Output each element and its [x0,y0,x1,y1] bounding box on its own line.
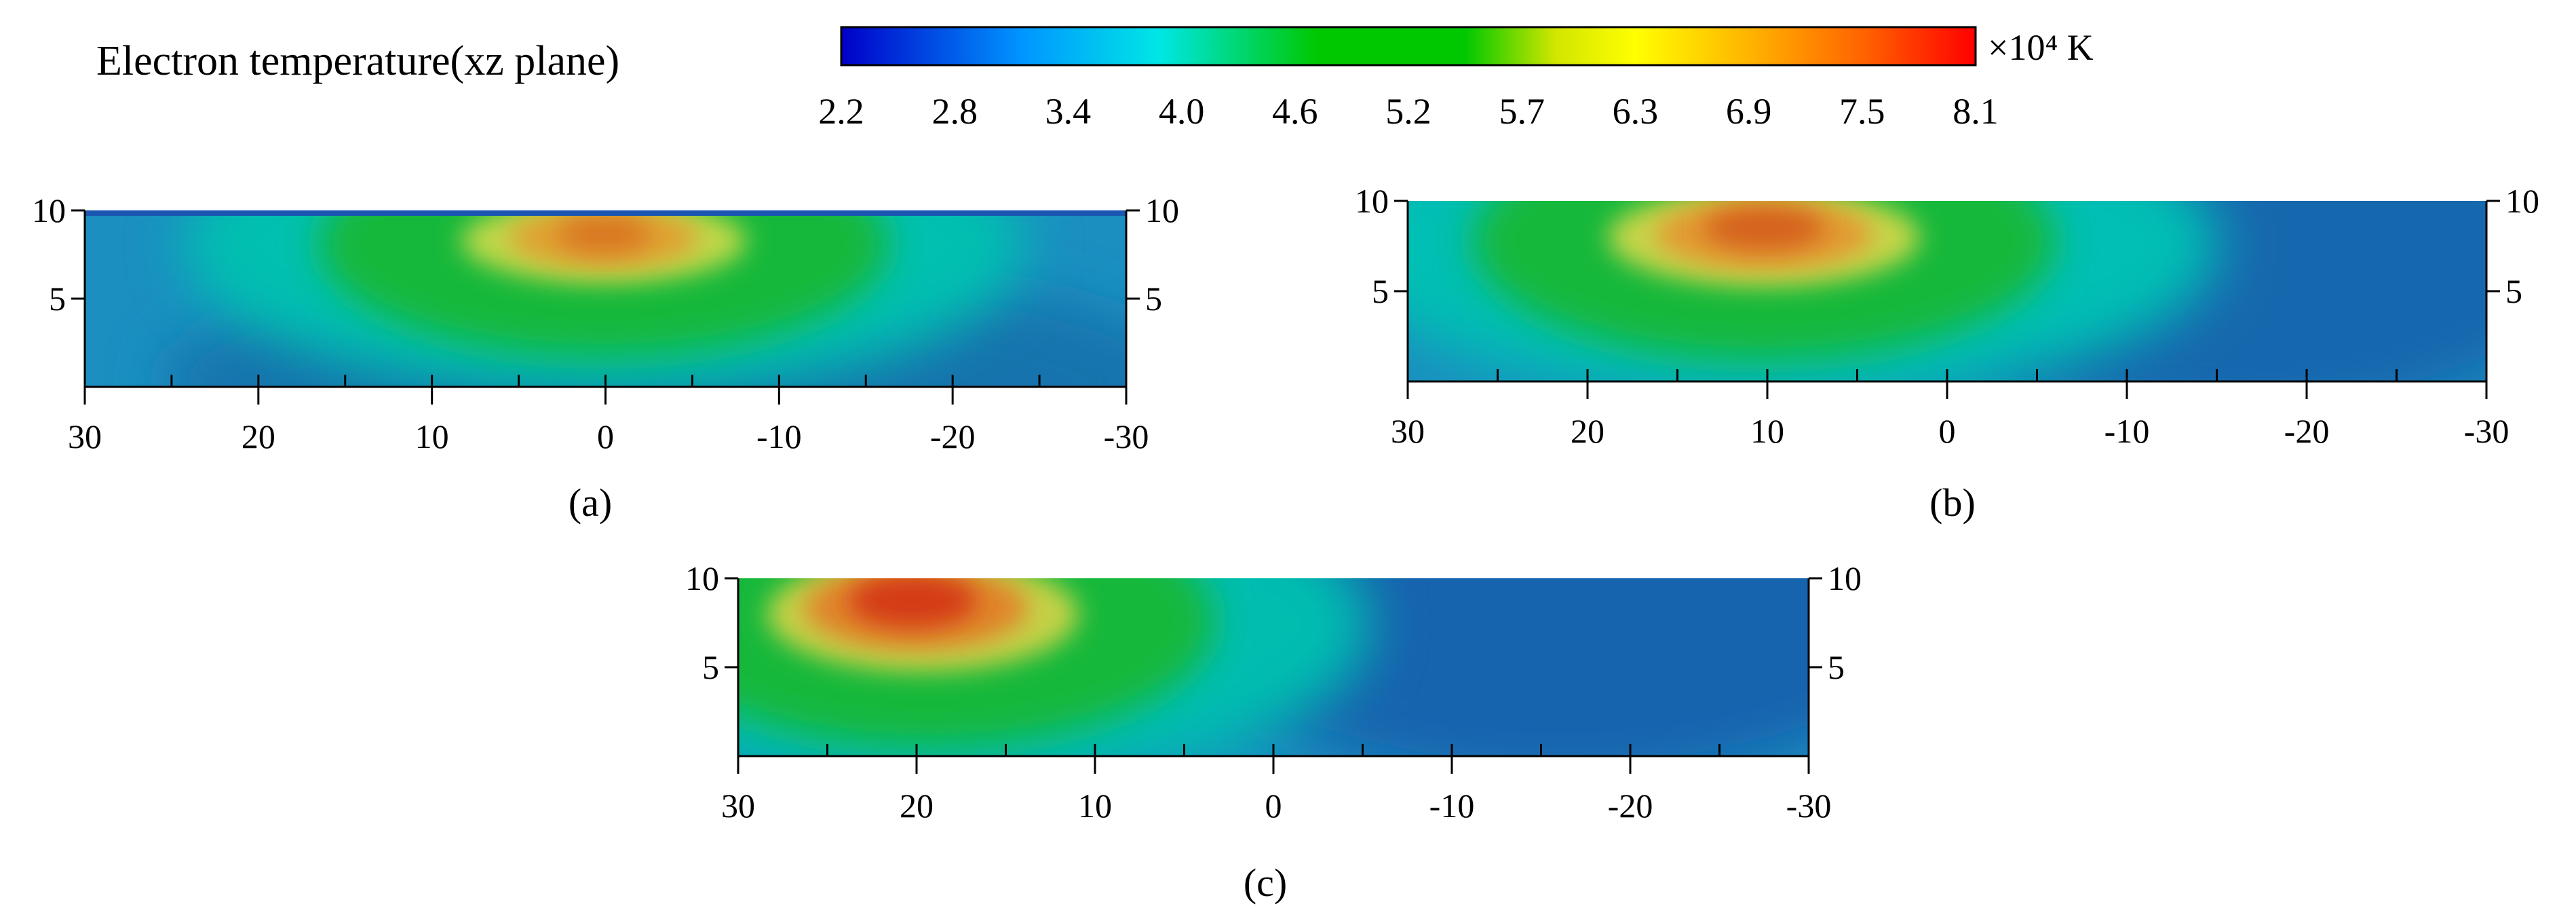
panel-a-caption: (a) [569,481,612,525]
panel-c-caption: (c) [1244,861,1287,905]
colorbar-tick-label: 4.6 [1272,91,1318,132]
colorbar-tick-label: 6.9 [1726,91,1772,132]
y-tick-label-right: 5 [1828,648,1845,686]
colorbar-tick-label: 2.2 [818,91,864,132]
panel-c-ticks: 30 20 10 0 -10 -20 -30 10 10 5 5 [685,559,1862,825]
panel-c-heatmap [738,578,1809,756]
x-tick-label: 0 [597,417,614,455]
x-tick-label: 30 [68,417,102,455]
y-tick-label-left: 10 [32,191,66,229]
x-tick-label: -20 [930,417,976,455]
x-tick-label: 20 [900,787,934,825]
x-tick-label: 30 [721,787,755,825]
colorbar-tick-label: 6.3 [1613,91,1659,132]
x-tick-label: 0 [1939,412,1956,450]
x-tick-label: -10 [2104,412,2150,450]
colorbar: ×10⁴ K 2.2 2.8 3.4 4.0 4.6 5.2 5.7 6.3 6.9 7.5 8.1 [818,26,2094,132]
y-tick-label-left: 10 [685,559,719,597]
x-tick-label: 10 [1750,412,1784,450]
x-tick-label: 10 [1078,787,1112,825]
panel-a-ticks: 30 20 10 0 -10 -20 -30 10 10 5 5 [32,191,1179,455]
colorbar-tick-label: 3.4 [1045,91,1092,132]
x-tick-label: 20 [1571,412,1604,450]
colorbar-unit: ×10⁴ K [1988,27,2094,68]
colorbar-tick-label: 2.8 [931,91,978,132]
panel-b-ticks: 30 20 10 0 -10 -20 -30 10 10 5 5 [1355,182,2539,450]
x-tick-label: -10 [1429,787,1475,825]
y-tick-label-left: 5 [49,280,66,318]
x-tick-label: -30 [2464,412,2510,450]
x-tick-label: -20 [1608,787,1653,825]
x-tick-label: 10 [415,417,449,455]
y-tick-label-left: 5 [702,648,719,686]
x-tick-label: 30 [1391,412,1425,450]
x-tick-label: -10 [756,417,802,455]
panel-b: 30 20 10 0 -10 -20 -30 10 10 5 5 (b) [1355,182,2539,525]
colorbar-tick-label: 8.1 [1953,91,1999,132]
panel-a-heatmap [85,210,1126,387]
colorbar-tick-labels: 2.2 2.8 3.4 4.0 4.6 5.2 5.7 6.3 6.9 7.5 8.1 [818,91,1999,132]
panel-b-heatmap [1408,201,2486,381]
y-tick-label-right: 5 [1145,280,1162,318]
panel-b-caption: (b) [1929,481,1976,525]
colorbar-tick-label: 4.0 [1159,91,1205,132]
x-tick-label: -30 [1786,787,1832,825]
y-tick-label-right: 10 [1145,191,1179,229]
x-tick-label: -30 [1104,417,1149,455]
colorbar-tick-label: 5.2 [1385,91,1431,132]
y-tick-label-right: 10 [1828,559,1862,597]
y-tick-label-left: 5 [1372,272,1389,310]
y-tick-label-right: 10 [2505,182,2539,220]
x-tick-label: 20 [242,417,275,455]
y-tick-label-right: 5 [2505,272,2522,310]
x-tick-label: -20 [2284,412,2330,450]
colorbar-tick-label: 7.5 [1839,91,1885,132]
panel-c: 30 20 10 0 -10 -20 -30 10 10 5 5 (c) [685,559,1862,905]
figure-title: Electron temperature(xz plane) [96,38,619,84]
x-tick-label: 0 [1265,787,1282,825]
y-tick-label-left: 10 [1355,182,1389,220]
panel-a: 30 20 10 0 -10 -20 -30 10 10 5 5 (a) [32,191,1179,525]
colorbar-gradient [840,26,1977,67]
colorbar-tick-label: 5.7 [1499,91,1545,132]
